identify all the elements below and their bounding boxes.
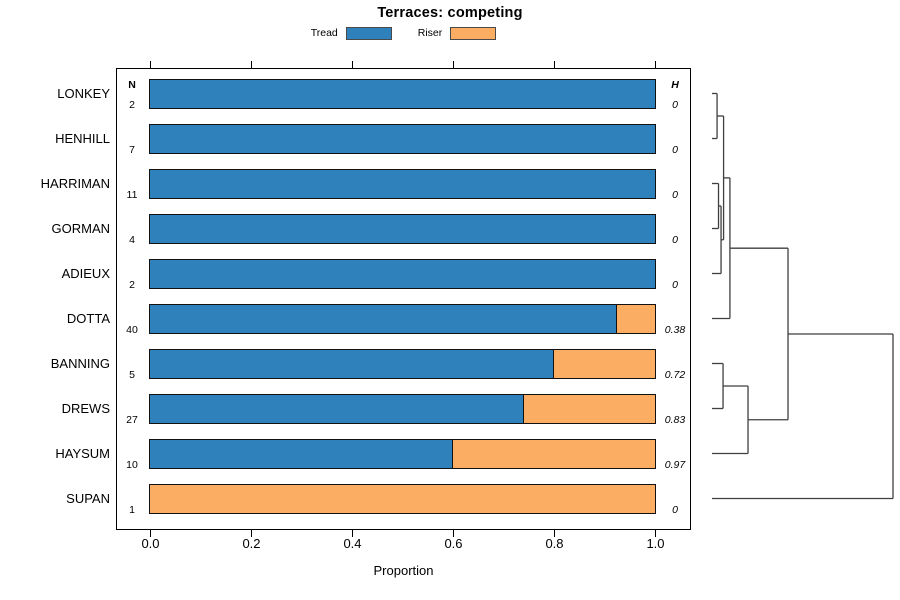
category-label: ADIEUX	[61, 265, 110, 281]
bar	[149, 483, 656, 514]
category-label: DOTTA	[66, 310, 110, 326]
legend: Tread Riser	[116, 25, 691, 41]
x-tick-bottom	[554, 530, 555, 537]
x-tick-bottom	[251, 530, 252, 537]
x-tick-label: 0.8	[545, 536, 564, 551]
bar	[149, 303, 656, 334]
x-tick-label: 0.0	[141, 536, 160, 551]
h-value: 0	[672, 278, 678, 291]
bar	[149, 123, 656, 154]
n-value: 1	[129, 503, 135, 516]
bar	[149, 78, 656, 109]
category-label: GORMAN	[51, 220, 111, 236]
category-label: LONKEY	[57, 85, 110, 101]
n-value: 2	[129, 98, 135, 111]
n-value: 4	[129, 233, 135, 246]
chart-title: Terraces: competing	[377, 5, 523, 21]
bar	[149, 438, 656, 469]
plot-area	[116, 68, 691, 530]
category-label: HARRIMAN	[40, 175, 110, 191]
bar-tread-segment	[150, 124, 655, 153]
h-value: 0.97	[664, 458, 686, 471]
h-value: 0	[672, 143, 678, 156]
bar-tread-segment	[150, 169, 655, 198]
n-value: 11	[126, 188, 138, 201]
x-tick-top	[352, 61, 353, 68]
h-value: 0	[672, 98, 678, 111]
h-value: 0.83	[664, 413, 686, 426]
x-tick-label: 1.0	[646, 536, 665, 551]
legend-swatch-riser	[450, 26, 497, 40]
x-tick-bottom	[655, 530, 656, 537]
x-tick-top	[150, 61, 151, 68]
category-label: HAYSUM	[55, 445, 110, 461]
x-axis-label: Proportion	[373, 563, 434, 578]
category-label: SUPAN	[66, 490, 110, 506]
n-value: 27	[126, 413, 138, 426]
n-column-header: N	[128, 79, 136, 91]
x-tick-top	[655, 61, 656, 68]
category-label: BANNING	[50, 355, 110, 371]
x-tick-bottom	[453, 530, 454, 537]
x-tick-top	[554, 61, 555, 68]
x-tick-top	[251, 61, 252, 68]
h-value: 0	[672, 188, 678, 201]
bar	[149, 168, 656, 199]
x-tick-top	[453, 61, 454, 68]
bar-tread-segment	[150, 439, 453, 468]
legend-item-tread: Tread	[310, 26, 392, 40]
category-label: DREWS	[61, 400, 110, 416]
x-tick-bottom	[352, 530, 353, 537]
n-value: 7	[129, 143, 135, 156]
h-value: 0.72	[664, 368, 686, 381]
bar-tread-segment	[150, 304, 618, 333]
legend-label: Riser	[417, 27, 443, 39]
h-value: 0	[672, 503, 678, 516]
n-value: 10	[126, 458, 138, 471]
n-value: 2	[129, 278, 135, 291]
bar	[149, 258, 656, 289]
x-tick-label: 0.6	[444, 536, 463, 551]
category-label: HENHILL	[55, 130, 110, 146]
bar	[149, 213, 656, 244]
x-tick-label: 0.2	[242, 536, 261, 551]
h-column-header: H	[671, 79, 679, 91]
n-value: 40	[126, 323, 138, 336]
h-value: 0	[672, 233, 678, 246]
bar-tread-segment	[150, 214, 655, 243]
bar-tread-segment	[150, 394, 525, 423]
n-value: 5	[129, 368, 135, 381]
bar-tread-segment	[150, 259, 655, 288]
bar-tread-segment	[150, 349, 554, 378]
x-tick-label: 0.4	[343, 536, 362, 551]
legend-item-riser: Riser	[417, 26, 497, 40]
legend-swatch-tread	[345, 26, 392, 40]
bar	[149, 348, 656, 379]
x-tick-bottom	[150, 530, 151, 537]
legend-label: Tread	[310, 27, 338, 39]
bar-tread-segment	[150, 79, 655, 108]
h-value: 0.38	[664, 323, 686, 336]
bar	[149, 393, 656, 424]
